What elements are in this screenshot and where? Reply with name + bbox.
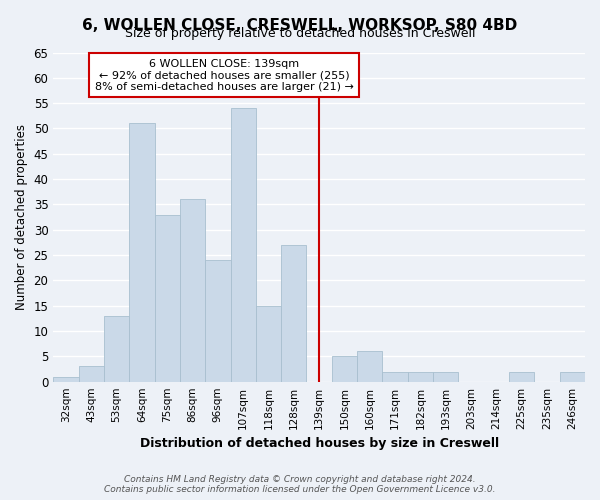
Text: Contains HM Land Registry data © Crown copyright and database right 2024.
Contai: Contains HM Land Registry data © Crown c… — [104, 474, 496, 494]
Bar — [205, 260, 230, 382]
Y-axis label: Number of detached properties: Number of detached properties — [15, 124, 28, 310]
Bar — [53, 376, 79, 382]
Text: 6 WOLLEN CLOSE: 139sqm
← 92% of detached houses are smaller (255)
8% of semi-det: 6 WOLLEN CLOSE: 139sqm ← 92% of detached… — [95, 58, 353, 92]
Bar — [230, 108, 256, 382]
Bar — [357, 352, 382, 382]
Bar — [408, 372, 433, 382]
Bar — [560, 372, 585, 382]
Bar — [332, 356, 357, 382]
Text: Size of property relative to detached houses in Creswell: Size of property relative to detached ho… — [125, 28, 475, 40]
Bar — [180, 200, 205, 382]
Bar — [155, 214, 180, 382]
X-axis label: Distribution of detached houses by size in Creswell: Distribution of detached houses by size … — [140, 437, 499, 450]
Bar — [433, 372, 458, 382]
Bar — [129, 124, 155, 382]
Bar — [256, 306, 281, 382]
Bar — [79, 366, 104, 382]
Text: 6, WOLLEN CLOSE, CRESWELL, WORKSOP, S80 4BD: 6, WOLLEN CLOSE, CRESWELL, WORKSOP, S80 … — [82, 18, 518, 32]
Bar — [509, 372, 535, 382]
Bar — [281, 245, 307, 382]
Bar — [382, 372, 408, 382]
Bar — [104, 316, 129, 382]
